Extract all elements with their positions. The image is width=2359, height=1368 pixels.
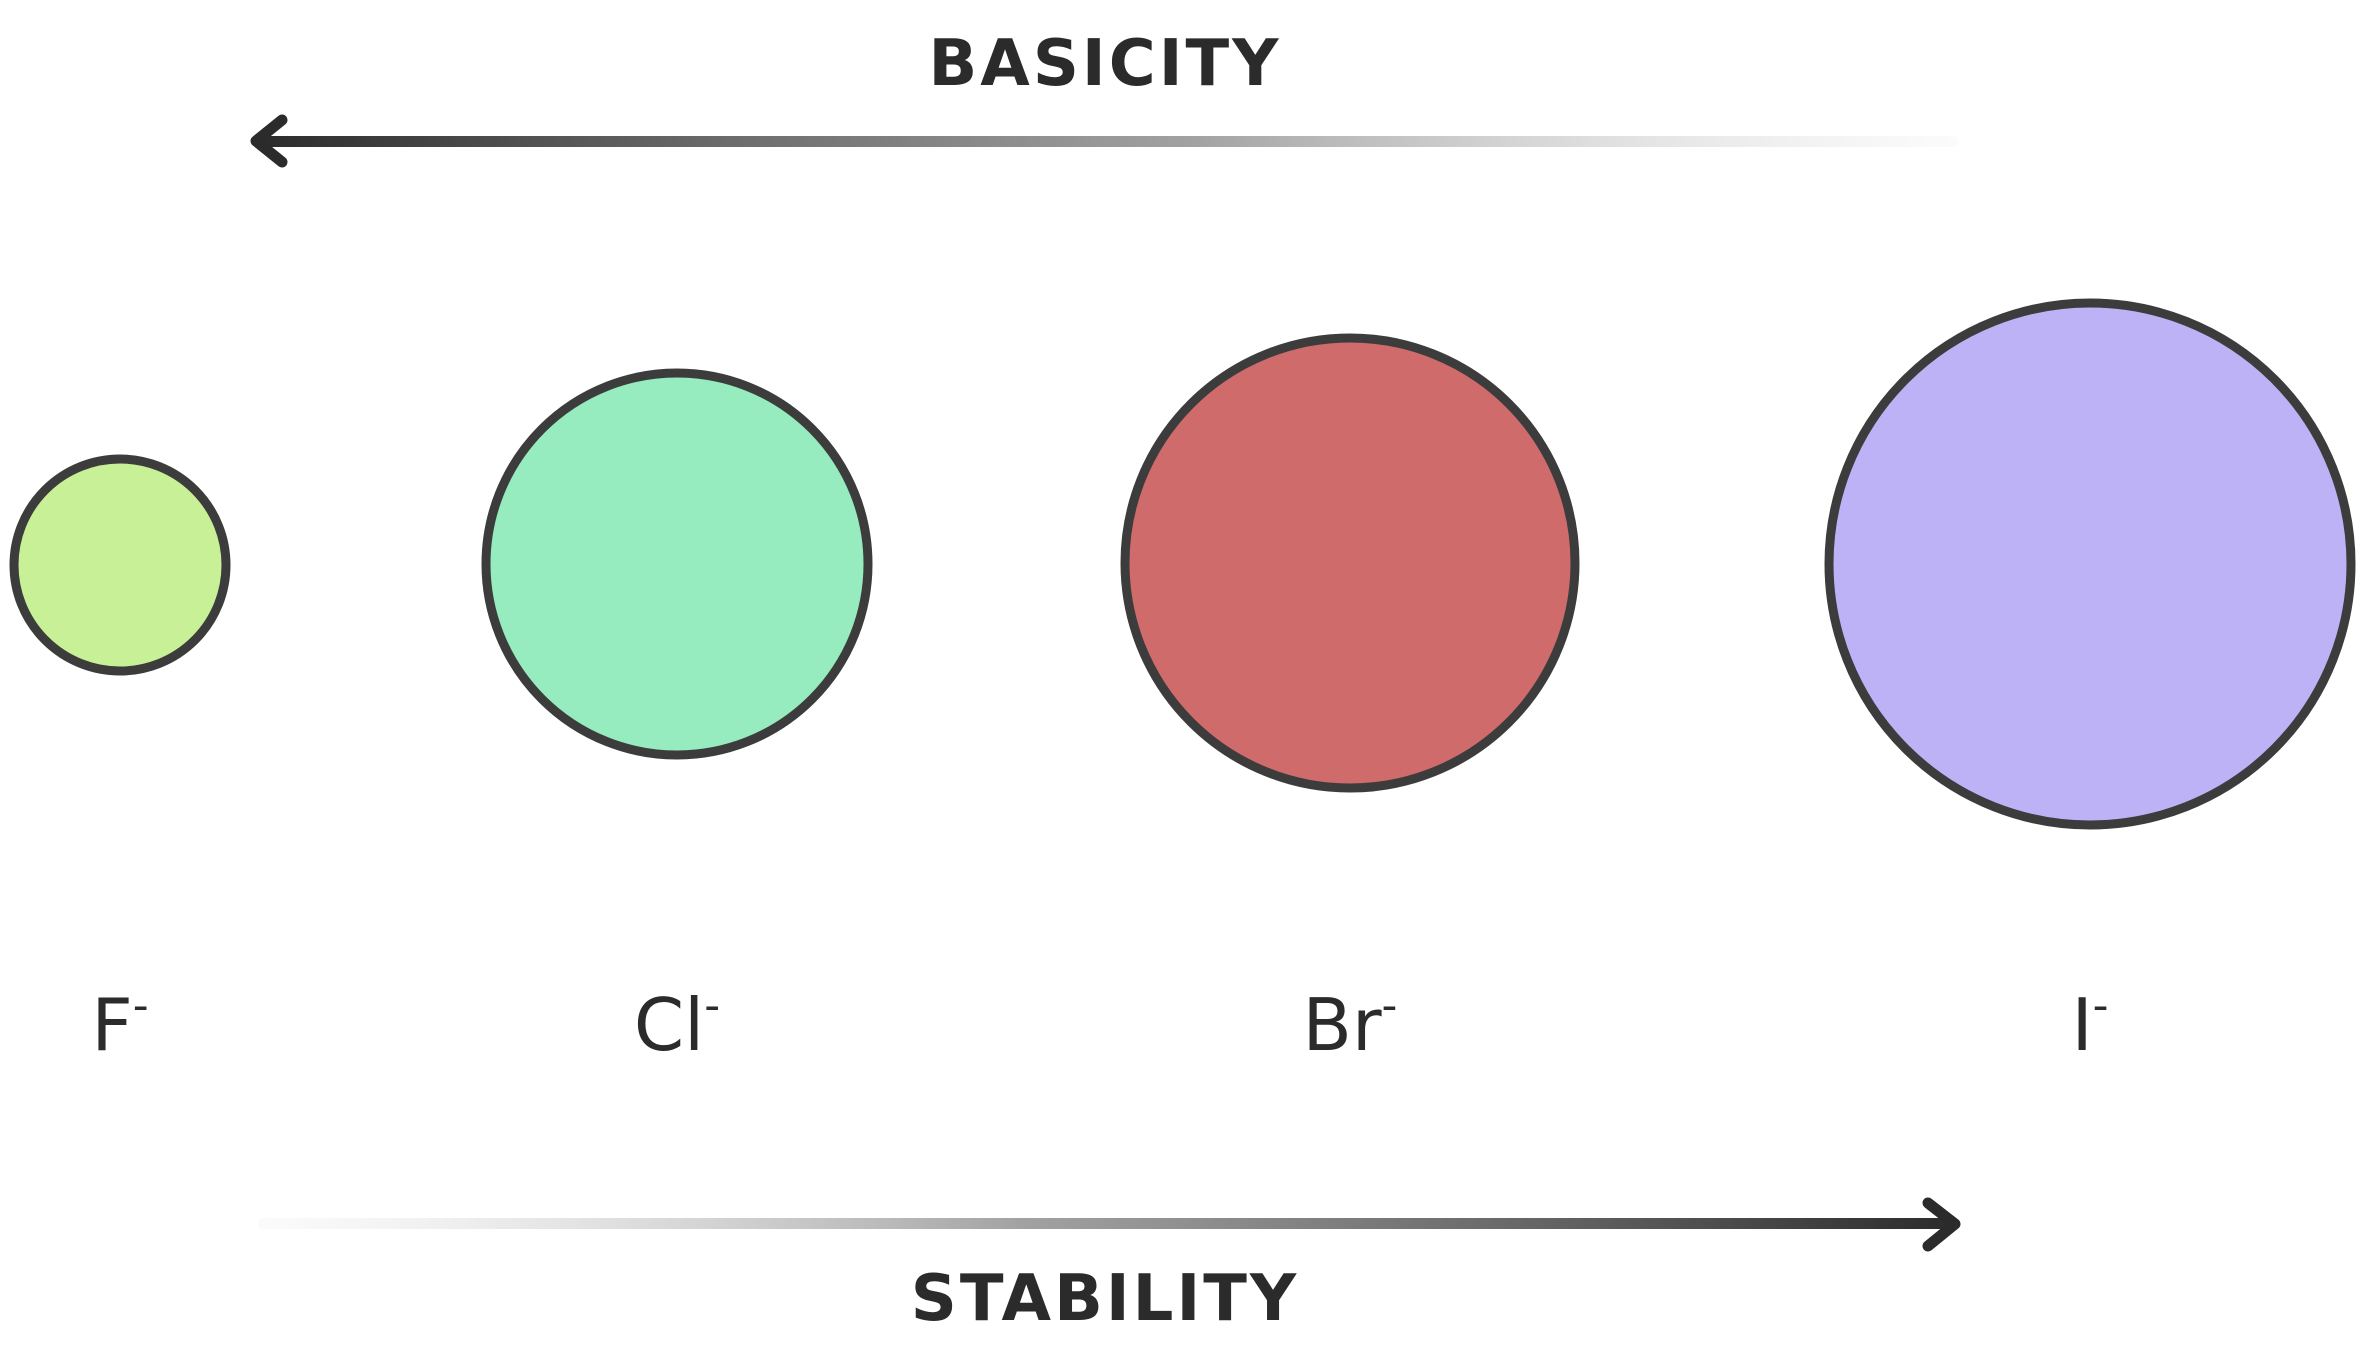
ion-labels: F- Cl- Br- I-	[91, 980, 2108, 1067]
basicity-label: BASICITY	[929, 27, 1282, 101]
iodide-circle	[1824, 298, 2356, 830]
chloride-symbol: Cl	[634, 983, 704, 1067]
bromide-charge: -	[1382, 980, 1398, 1031]
fluoride-circle	[9, 454, 231, 676]
iodide-label: I-	[2071, 980, 2108, 1067]
ion-circles	[9, 298, 2356, 830]
basicity-arrow: BASICITY	[250, 27, 1958, 168]
basicity-arrow-head-icon	[250, 114, 288, 168]
chloride-circle	[481, 368, 873, 760]
iodide-charge: -	[2093, 980, 2109, 1031]
iodide-symbol: I	[2071, 983, 2092, 1067]
chloride-charge: -	[704, 980, 720, 1031]
bromide-circle	[1120, 333, 1580, 793]
basicity-arrow-shaft	[258, 136, 1958, 147]
chloride-label: Cl-	[634, 980, 720, 1067]
bromide-symbol: Br	[1303, 983, 1382, 1067]
fluoride-symbol: F	[91, 983, 132, 1067]
stability-arrow-head-icon	[1922, 1197, 1961, 1252]
stability-label: STABILITY	[911, 1262, 1300, 1336]
stability-arrow: STABILITY	[258, 1197, 1961, 1336]
fluoride-label: F-	[91, 980, 148, 1067]
stability-arrow-shaft	[258, 1218, 1958, 1229]
bromide-label: Br-	[1303, 980, 1398, 1067]
fluoride-charge: -	[133, 980, 149, 1031]
